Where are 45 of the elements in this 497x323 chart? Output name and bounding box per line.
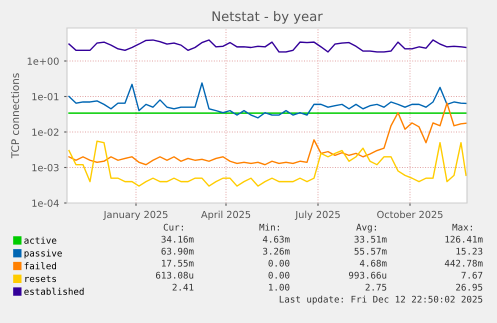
y-axis-title: TCP connections	[11, 73, 20, 158]
chart-title: Netstat - by year	[212, 11, 323, 24]
legend-label: resets	[25, 276, 56, 282]
text: Last update: Fri Dec 12 22:50:02 2025	[280, 296, 482, 304]
text: 63.90m	[161, 248, 194, 255]
text: 2.41	[172, 284, 194, 291]
text: Cur:	[164, 224, 183, 231]
text: 3.26m	[263, 248, 290, 255]
text: 442.78m	[444, 260, 483, 267]
text: Max:	[452, 224, 472, 231]
text: 55.57m	[354, 248, 387, 255]
legend-label: active	[24, 236, 56, 244]
legend-label: established	[24, 288, 84, 295]
text: 34.16m	[162, 236, 194, 243]
text: 613.08u	[156, 272, 194, 279]
text: 126.41m	[445, 236, 483, 243]
y-tick-label: 1e-03	[32, 164, 59, 172]
x-tick-label: April 2025	[201, 210, 250, 220]
legend-label: failed	[24, 262, 56, 270]
line-series	[68, 102, 467, 166]
x-tick-label: January 2025	[103, 210, 168, 220]
text: 993.66u	[348, 272, 386, 279]
x-tick-label: July 2025	[294, 210, 340, 220]
y-tick-label: 1e-01	[32, 92, 58, 100]
text: 33.51m	[354, 236, 387, 243]
y-tick-label: 1e-04	[32, 199, 59, 207]
text: 7.67	[462, 272, 482, 279]
legend-label: passive	[24, 249, 62, 258]
text: 15.23	[456, 248, 482, 255]
y-tick-label: 1e-02	[32, 128, 58, 136]
text: 17.55m	[162, 260, 194, 267]
line-series	[68, 82, 467, 119]
text: Avg:	[356, 224, 376, 232]
line-series	[68, 39, 467, 53]
text: 2.75	[366, 284, 386, 291]
line-series	[68, 140, 467, 187]
text: 0.00	[268, 260, 290, 267]
x-tick-label: October 2025	[377, 210, 443, 218]
text: 1.00	[269, 284, 290, 291]
y-tick-label: 1e+00	[28, 57, 59, 65]
text: Min:	[259, 224, 279, 231]
text: 0.00	[268, 272, 290, 279]
text: 4.68m	[360, 260, 387, 267]
text: 26.95	[456, 284, 482, 291]
text: 4.63m	[262, 236, 290, 243]
